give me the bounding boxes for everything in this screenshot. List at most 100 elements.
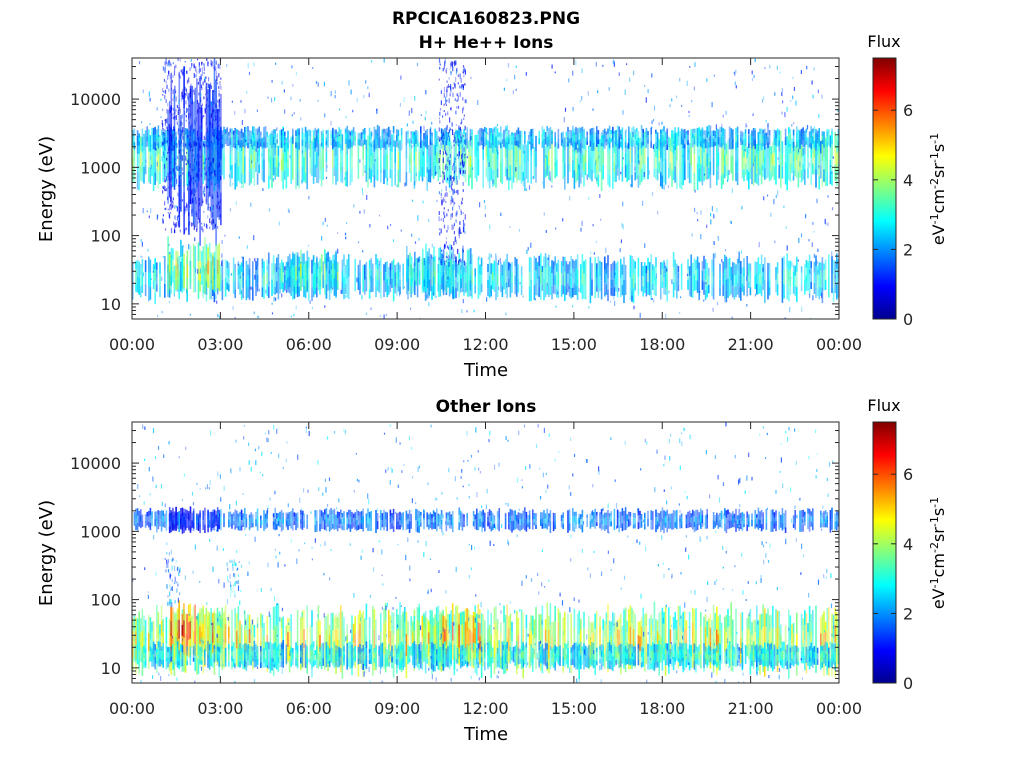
spectrogram-cell [470,76,472,80]
spectrogram-cell [349,162,352,174]
spectrogram-cell [647,134,649,157]
spectrogram-cell [213,142,216,229]
spectrogram-cell [634,138,636,144]
spectrogram-cell [642,265,644,277]
spectrogram-cell [613,278,616,288]
spectrogram-cell [374,159,376,162]
spectrogram-cell [701,280,704,290]
spectrogram-cell [557,143,560,149]
spectrogram-cell [706,166,708,180]
spectrogram-cell [450,72,452,75]
spectrogram-cell [290,96,292,101]
spectrogram-cell [587,91,589,96]
spectrogram-cell [417,215,419,221]
spectrogram-cell [244,132,246,138]
spectrogram-cell [778,129,780,136]
spectrogram-cell [218,125,220,127]
spectrogram-cell [362,143,364,160]
spectrogram-cell [584,150,587,163]
spectrogram-cell [314,283,316,295]
spectrogram-cell [399,171,401,183]
spectrogram-cell [215,267,217,293]
spectrogram-cell [378,137,380,149]
spectrogram-cell [530,257,532,280]
spectrogram-cell [281,80,283,85]
spectrogram-cell [247,63,249,69]
spectrogram-cell [501,139,503,144]
spectrogram-cell [808,254,811,275]
spectrogram-cell [325,141,328,145]
spectrogram-cell [184,86,186,91]
spectrogram-cell [570,277,572,288]
spectrogram-cell [674,166,676,183]
spectrogram-cell [616,151,619,160]
spectrogram-cell [178,140,180,145]
spectrogram-cell [397,151,400,170]
spectrogram-cell [615,164,617,182]
spectrogram-cell [461,202,463,205]
spectrogram-cell [789,172,792,182]
spectrogram-cell [551,134,553,138]
spectrogram-cell [604,143,606,149]
spectrogram-cell [268,281,270,285]
spectrogram-cell [655,257,657,267]
spectrogram-cell [397,262,400,270]
spectrogram-cell [160,135,163,142]
spectrogram-cell [203,186,205,189]
spectrogram-cell [546,257,548,267]
spectrogram-cell [169,155,171,159]
spectrogram-cell [775,160,777,185]
spectrogram-cell [756,163,758,174]
spectrogram-cell [221,240,223,244]
spectrogram-cell [618,72,620,76]
spectrogram-cell [204,159,207,165]
spectrogram-cell [391,279,393,288]
spectrogram-cell [205,104,207,109]
spectrogram-cell [242,272,244,276]
spectrogram-cell [516,135,518,141]
spectrogram-cell [451,251,453,255]
spectrogram-cell [438,127,440,132]
spectrogram-cell [336,142,339,148]
spectrogram-cell [610,271,612,280]
spectrogram-cell [320,254,323,272]
spectrogram-cell [632,140,635,148]
spectrogram-cell [389,270,392,278]
spectrogram-cell [272,136,275,145]
spectrogram-cell [383,264,385,281]
spectrogram-cell [176,178,178,184]
spectrogram-cell [711,284,713,297]
spectrogram-cell [144,155,147,165]
spectrogram-cell [247,142,249,149]
spectrogram-cell [823,276,825,284]
spectrogram-cell [660,143,662,158]
spectrogram-cell [281,293,283,298]
spectrogram-cell [711,138,713,147]
spectrogram-cell [690,165,692,184]
spectrogram-cell [423,261,425,277]
y-tick-label: 10 [101,295,121,314]
spectrogram-cell [817,248,819,252]
spectrogram-cell [230,273,233,276]
spectrogram-cell [202,286,204,293]
spectrogram-cell [240,133,243,139]
spectrogram-cell [202,200,204,203]
spectrogram-cell [296,128,299,136]
spectrogram-cell [194,121,196,126]
spectrogram-cell [250,154,252,169]
spectrogram-cell [173,88,176,140]
spectrogram-cell [530,136,532,143]
spectrogram-cell [276,139,278,144]
spectrogram-cell [192,146,194,151]
spectrogram-cell [474,285,476,294]
spectrogram-cell [438,117,440,120]
spectrogram-cell [200,108,203,141]
spectrogram-cell [235,201,237,206]
spectrogram-cell [454,136,456,142]
spectrogram-cell [676,146,678,161]
colorbar-gradient [872,57,897,320]
spectrogram-cell [474,135,476,157]
spectrogram-cell [765,142,768,146]
spectrogram-cell [770,154,772,163]
spectrogram-cell [150,164,152,169]
